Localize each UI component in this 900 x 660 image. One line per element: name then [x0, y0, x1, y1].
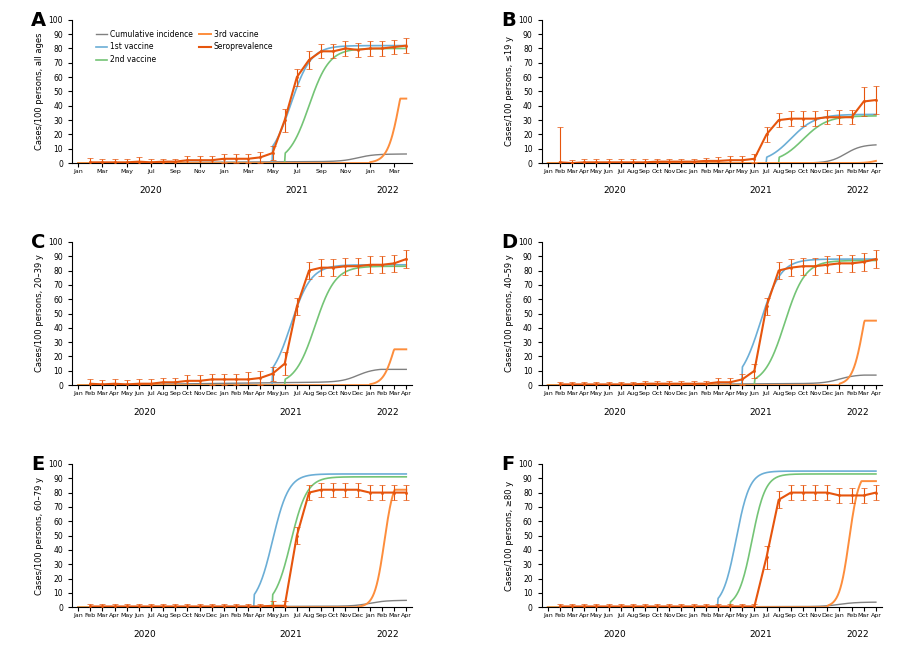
- Y-axis label: Cases/100 persons, 40–59 y: Cases/100 persons, 40–59 y: [505, 255, 514, 372]
- Text: A: A: [32, 11, 46, 30]
- Text: 2021: 2021: [279, 630, 302, 639]
- Text: 2021: 2021: [749, 630, 772, 639]
- Text: 2020: 2020: [133, 630, 157, 639]
- Y-axis label: Cases/100 persons, 20–39 y: Cases/100 persons, 20–39 y: [35, 255, 44, 372]
- Legend: Cumulative incidence, 1st vaccine, 2nd vaccine, 3rd vaccine, Seroprevalence: Cumulative incidence, 1st vaccine, 2nd v…: [93, 26, 276, 67]
- Text: 2021: 2021: [749, 186, 772, 195]
- Text: 2020: 2020: [603, 630, 626, 639]
- Y-axis label: Cases/100 persons, ≥80 y: Cases/100 persons, ≥80 y: [505, 480, 514, 591]
- Text: B: B: [500, 11, 516, 30]
- Text: 2020: 2020: [140, 186, 162, 195]
- Text: 2022: 2022: [846, 630, 869, 639]
- Text: 2022: 2022: [377, 186, 400, 195]
- Text: 2022: 2022: [377, 408, 400, 417]
- Text: 2022: 2022: [377, 630, 400, 639]
- Text: 2021: 2021: [285, 186, 308, 195]
- Text: 2020: 2020: [603, 408, 626, 417]
- Text: 2021: 2021: [279, 408, 302, 417]
- Text: 2022: 2022: [846, 408, 869, 417]
- Text: 2020: 2020: [133, 408, 157, 417]
- Text: 2022: 2022: [846, 186, 869, 195]
- Text: 2020: 2020: [603, 186, 626, 195]
- Y-axis label: Cases/100 persons, all ages: Cases/100 persons, all ages: [35, 33, 44, 150]
- Text: D: D: [500, 233, 517, 252]
- Text: F: F: [500, 455, 514, 475]
- Y-axis label: Cases/100 persons, 60–79 y: Cases/100 persons, 60–79 y: [35, 477, 44, 595]
- Text: C: C: [32, 233, 46, 252]
- Y-axis label: Cases/100 persons, ≤19 y: Cases/100 persons, ≤19 y: [505, 36, 514, 147]
- Text: 2021: 2021: [749, 408, 772, 417]
- Text: E: E: [32, 455, 44, 475]
